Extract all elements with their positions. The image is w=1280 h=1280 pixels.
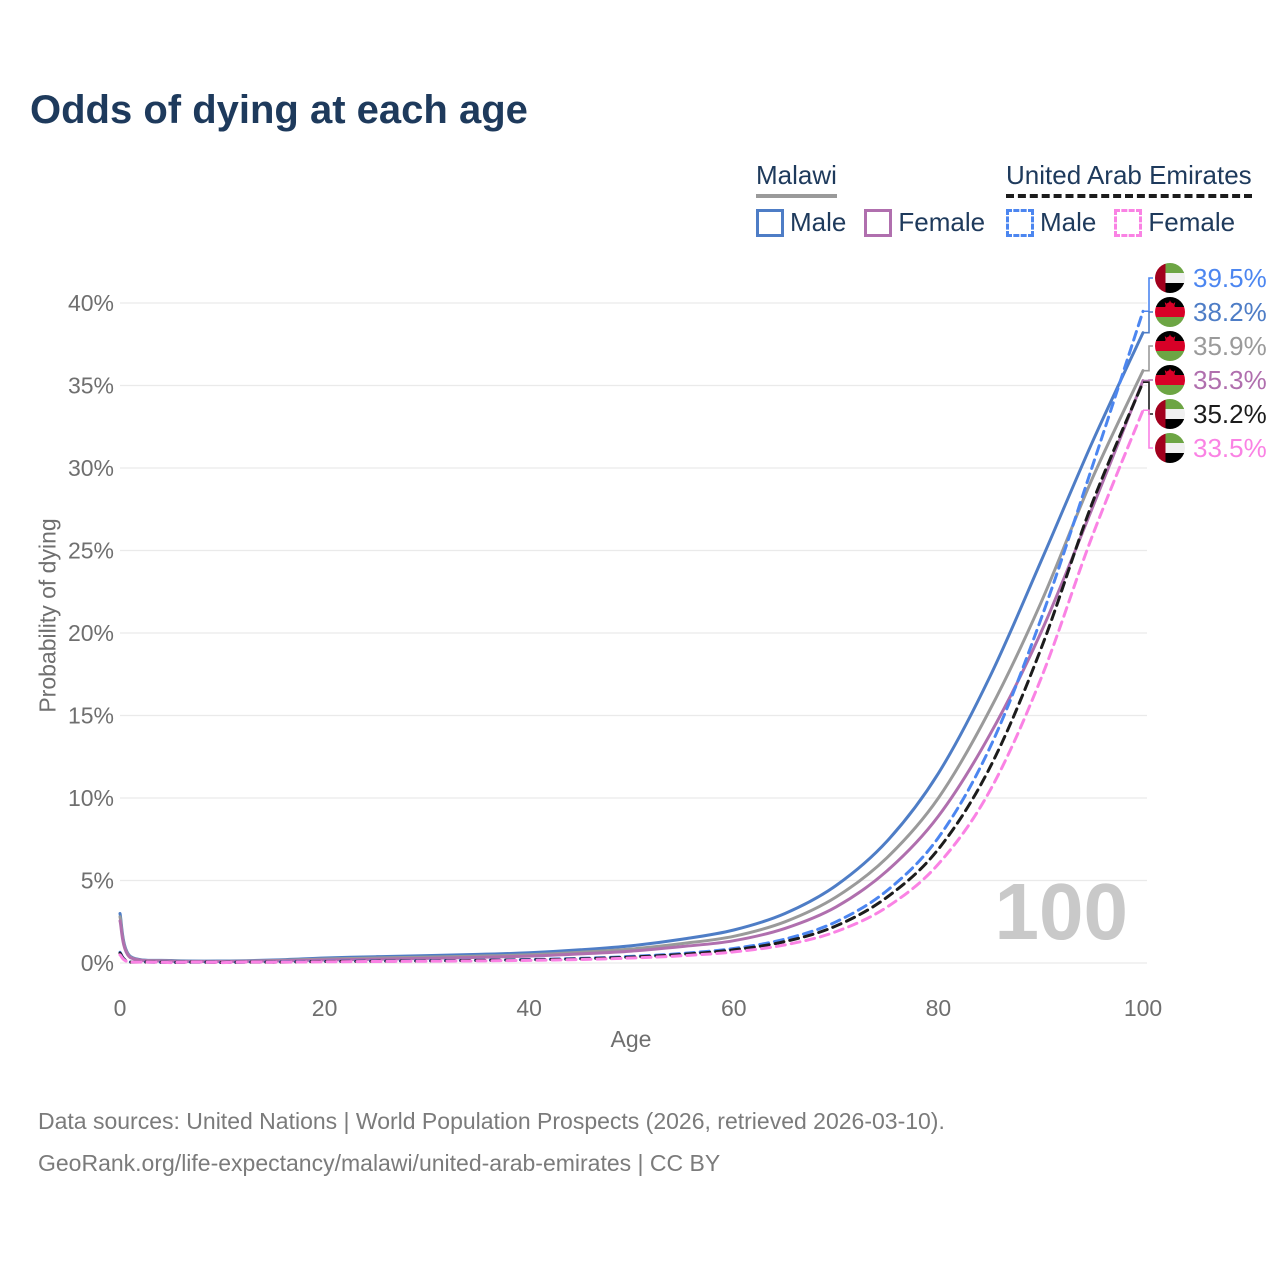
end-value-text: 35.9%	[1193, 330, 1267, 361]
y-tick-label: 0%	[81, 950, 114, 976]
y-tick-label: 10%	[68, 785, 114, 811]
flag-malawi-icon	[1155, 331, 1185, 361]
legend-group-malawi: Malawi Male Female	[756, 160, 985, 238]
legend-item-uae-female[interactable]: Female	[1114, 207, 1235, 238]
label-connectors	[1143, 277, 1153, 449]
uae-male-swatch-icon	[1006, 208, 1034, 237]
flag-uae-icon	[1155, 263, 1185, 293]
series-line-uae_female[interactable]	[118, 408, 1145, 965]
y-tick-label: 30%	[68, 455, 114, 481]
end-value-text: 35.3%	[1193, 364, 1267, 395]
y-tick-label: 20%	[68, 620, 114, 646]
end-value-label-malawi_male: 38.2%	[1155, 296, 1267, 328]
connector-uae_male	[1143, 277, 1153, 313]
legend-label-uae-male: Male	[1040, 207, 1097, 237]
end-value-label-malawi_both: 35.9%	[1155, 330, 1267, 362]
end-value-label-uae_female: 33.5%	[1155, 432, 1267, 464]
flag-uae-icon	[1155, 399, 1185, 429]
x-tick-label: 0	[114, 995, 127, 1021]
legend-country-uae[interactable]: United Arab Emirates	[1006, 160, 1252, 198]
series-line-malawi_female[interactable]	[118, 379, 1145, 964]
series-line-malawi_male[interactable]	[118, 331, 1145, 963]
flag-malawi-icon	[1155, 365, 1185, 395]
connector-malawi_both	[1143, 345, 1153, 372]
end-value-text: 38.2%	[1193, 296, 1267, 327]
end-value-text: 39.5%	[1193, 262, 1267, 293]
flag-uae-icon	[1155, 433, 1185, 463]
end-value-label-uae_male: 39.5%	[1155, 262, 1267, 294]
page-title: Odds of dying at each age	[30, 88, 528, 132]
malawi-male-swatch-icon	[756, 208, 784, 237]
legend-label-uae-female: Female	[1148, 207, 1236, 237]
end-value-text: 35.2%	[1193, 398, 1267, 429]
connector-malawi_female	[1143, 379, 1153, 382]
x-tick-label: 20	[312, 995, 338, 1021]
end-value-label-uae_both: 35.2%	[1155, 398, 1267, 430]
connector-uae_both	[1143, 381, 1153, 415]
flag-malawi-icon	[1155, 297, 1185, 327]
x-axis-title: Age	[610, 1026, 652, 1052]
legend-label-malawi-male: Male	[790, 207, 847, 237]
legend-item-malawi-female[interactable]: Female	[864, 207, 985, 238]
x-tick-label: 60	[721, 995, 747, 1021]
end-value-label-malawi_female: 35.3%	[1155, 364, 1267, 396]
attribution-caption: GeoRank.org/life-expectancy/malawi/unite…	[38, 1150, 721, 1176]
malawi-female-swatch-icon	[864, 208, 893, 237]
legend-label-malawi-female: Female	[898, 207, 986, 237]
series-line-uae_male[interactable]	[118, 309, 1145, 965]
legend-item-uae-male[interactable]: Male	[1006, 207, 1096, 238]
axis-tick-labels: 0% 5% 10% 15% 20% 25% 30% 35% 40% 0 20 40 60 80 100	[68, 290, 1162, 1021]
y-tick-label: 35%	[68, 373, 114, 399]
age-counter-watermark: 100	[994, 867, 1128, 956]
series-lines	[118, 309, 1145, 965]
chart-plot-area: 0% 5% 10% 15% 20% 25% 30% 35% 40% 0 20 40 60 80 100	[68, 277, 1162, 1021]
legend-country-malawi[interactable]: Malawi	[756, 160, 837, 198]
gridlines	[120, 302, 1147, 964]
y-axis-title: Probability of dying	[34, 518, 61, 713]
data-source-caption: Data sources: United Nations | World Pop…	[38, 1108, 945, 1134]
x-tick-label: 100	[1124, 995, 1162, 1021]
y-tick-label: 40%	[68, 290, 114, 316]
connector-malawi_male	[1143, 311, 1153, 334]
y-tick-label: 15%	[68, 703, 114, 729]
x-tick-label: 40	[516, 995, 542, 1021]
legend-item-malawi-male[interactable]: Male	[756, 207, 846, 238]
legend-group-uae: United Arab Emirates Male Female	[1006, 160, 1252, 238]
x-tick-label: 80	[926, 995, 952, 1021]
y-tick-label: 5%	[81, 868, 114, 894]
y-tick-label: 25%	[68, 538, 114, 564]
connector-uae_female	[1143, 409, 1153, 449]
uae-female-swatch-icon	[1114, 208, 1143, 237]
end-value-text: 33.5%	[1193, 432, 1267, 463]
